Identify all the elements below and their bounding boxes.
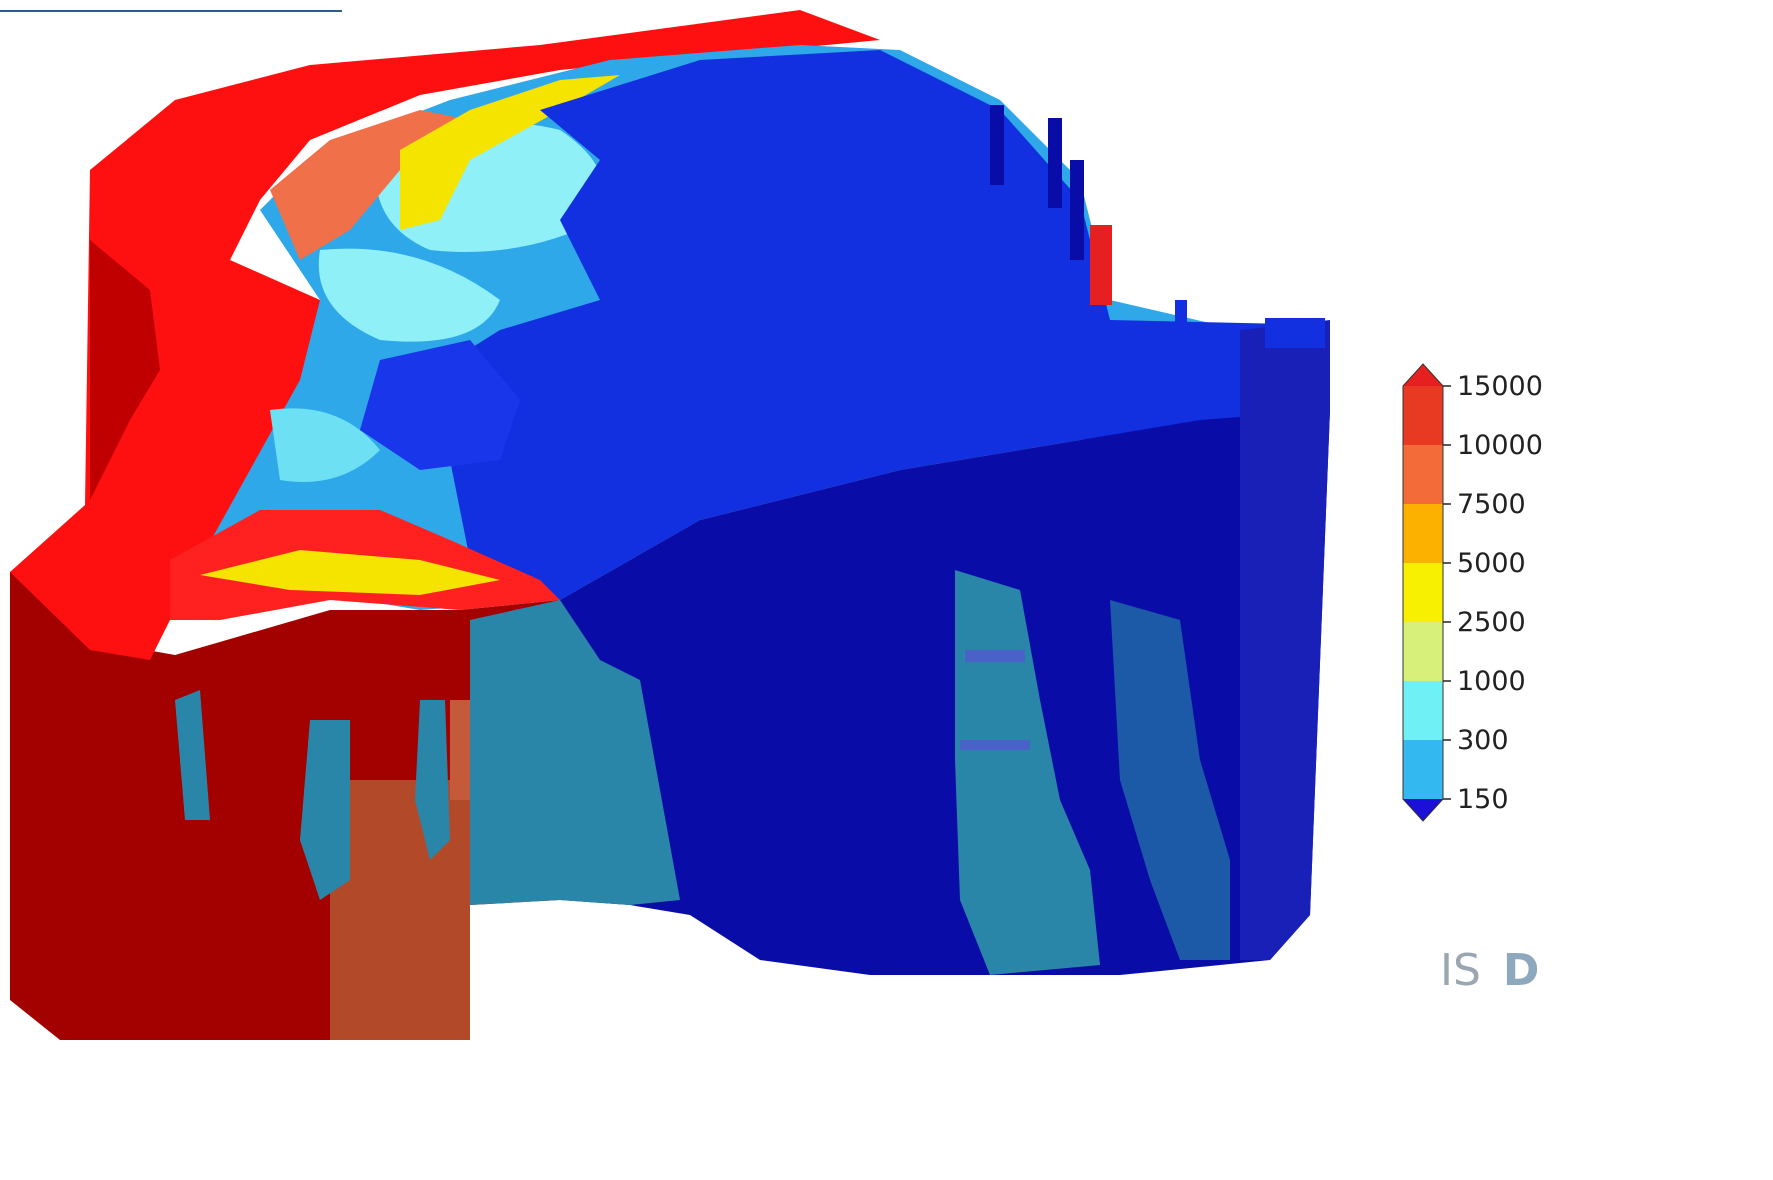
teal-stripe	[965, 650, 1025, 662]
blue-surface	[420, 50, 1330, 600]
cyan-patch	[318, 248, 500, 342]
yellow-band	[400, 75, 620, 230]
yellow-strip	[200, 550, 500, 595]
spike	[1048, 118, 1062, 208]
watermark: IS D	[1440, 945, 1539, 996]
colorbar-segment	[1403, 386, 1443, 445]
teal-front-b	[955, 570, 1100, 975]
spike	[1090, 225, 1112, 305]
top-rule	[0, 10, 342, 12]
right-side-face	[1240, 320, 1330, 960]
teal-stripe	[960, 740, 1030, 750]
spike	[990, 105, 1004, 185]
left-wall-shadow	[90, 240, 160, 500]
blue-patch	[360, 340, 520, 470]
colorbar-tick-label: 2500	[1457, 607, 1526, 638]
voxel-volume-rendering	[10, 10, 1330, 1040]
colorbar-tick-label: 150	[1457, 784, 1509, 815]
colorbar-tick-label: 7500	[1457, 489, 1526, 520]
colorbar-segment	[1403, 504, 1443, 563]
colorbar-segment	[1403, 622, 1443, 681]
spike	[1265, 318, 1325, 348]
teal-front-a	[470, 600, 680, 905]
colorbar-segment	[1403, 445, 1443, 504]
colorbar-tick-label: 300	[1457, 725, 1509, 756]
colorbar-tick-label: 10000	[1457, 430, 1543, 461]
colorbar-tick-label: 1000	[1457, 666, 1526, 697]
colorbar-under-arrow	[1403, 799, 1443, 821]
teal-front-c	[1110, 600, 1230, 960]
teal-front-d	[300, 720, 350, 900]
watermark-text-1: IS	[1440, 945, 1481, 996]
cyan-patch	[270, 408, 380, 482]
colorbar-tick-label: 5000	[1457, 548, 1526, 579]
spike	[1070, 160, 1084, 260]
teal-front-e	[415, 700, 450, 860]
left-wall-outer	[10, 10, 880, 660]
teal-front-f	[175, 690, 210, 820]
colorbar-segment	[1403, 681, 1443, 740]
colorbar: 15000 10000 7500 5000 2500 1000 300 150	[1395, 362, 1575, 822]
spike	[1175, 300, 1187, 360]
colorbar-segment	[1403, 740, 1443, 799]
watermark-text-2: D	[1502, 945, 1540, 996]
colorbar-segment	[1403, 563, 1443, 622]
colorbar-over-arrow	[1403, 364, 1443, 386]
colorbar-tick-label: 15000	[1457, 371, 1543, 402]
